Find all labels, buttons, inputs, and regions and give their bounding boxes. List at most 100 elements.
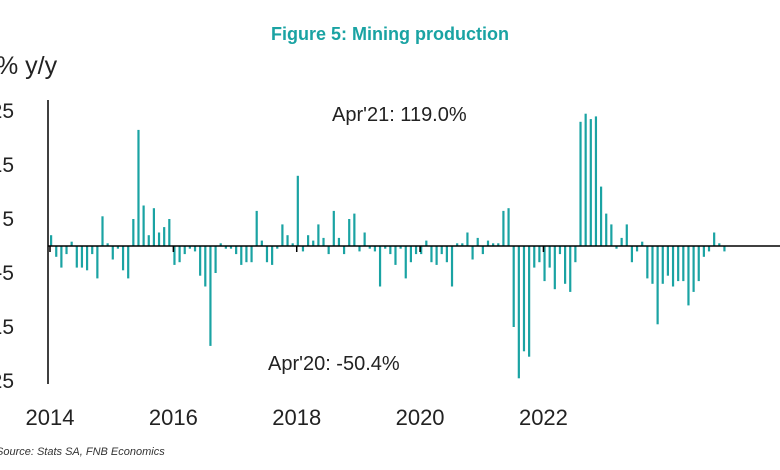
bar — [718, 243, 721, 246]
bar — [671, 246, 675, 287]
bar — [461, 243, 464, 246]
bar — [414, 246, 418, 255]
bar — [132, 219, 135, 246]
bar — [548, 246, 551, 268]
bar — [276, 246, 279, 249]
bar — [594, 116, 598, 247]
bar — [610, 224, 613, 246]
bar — [492, 243, 495, 246]
bar — [502, 210, 505, 246]
y-tick-label: 5 — [2, 208, 14, 231]
bar — [569, 246, 572, 292]
bar — [625, 224, 628, 246]
bar — [445, 246, 448, 263]
bar — [157, 232, 161, 246]
bar — [409, 246, 412, 263]
bar — [229, 246, 233, 249]
bar — [245, 246, 248, 263]
y-tick-label: -25 — [0, 370, 14, 393]
bar — [317, 224, 320, 246]
bar — [476, 237, 479, 246]
bar — [394, 246, 397, 265]
bar — [553, 246, 556, 290]
bar — [430, 246, 433, 263]
y-tick-label: 25 — [0, 100, 14, 123]
bar — [250, 246, 253, 263]
bar — [656, 246, 659, 325]
bar — [682, 246, 685, 282]
bar — [497, 243, 500, 246]
bar — [373, 246, 377, 252]
bar — [697, 246, 700, 282]
bar — [486, 240, 490, 246]
bar — [589, 119, 592, 246]
bar — [404, 246, 407, 279]
bar — [533, 246, 536, 268]
bar — [296, 175, 299, 246]
bar — [528, 246, 531, 357]
bar — [91, 246, 94, 255]
x-tick-label: 2016 — [149, 405, 198, 430]
bar — [564, 246, 567, 284]
bar — [558, 246, 562, 255]
bar — [111, 246, 114, 260]
source-note: Source: Stats SA, FNB Economics — [0, 446, 165, 458]
bar — [512, 246, 515, 327]
x-tick-label: 2018 — [272, 405, 321, 430]
bar — [178, 246, 181, 263]
bar — [224, 246, 227, 249]
bar — [389, 246, 392, 255]
bar — [635, 246, 639, 252]
bar — [646, 246, 649, 279]
bar — [440, 246, 443, 255]
bar — [332, 210, 335, 246]
bar — [450, 246, 454, 287]
bar — [348, 219, 351, 246]
bar — [630, 246, 634, 263]
bar — [661, 246, 664, 284]
bar — [301, 246, 305, 252]
bar — [641, 241, 644, 246]
bar — [55, 246, 58, 257]
bar — [240, 246, 243, 265]
bar — [219, 243, 222, 246]
y-tick-label: -15 — [0, 316, 14, 339]
bar — [70, 241, 73, 246]
bar — [65, 246, 68, 255]
bar — [507, 208, 510, 246]
bar — [101, 216, 104, 246]
bar — [60, 246, 63, 268]
bar — [312, 240, 315, 246]
bar — [353, 213, 356, 246]
bar — [620, 237, 623, 246]
bar — [471, 246, 474, 260]
y-tick-label: 15 — [0, 154, 14, 177]
bar — [342, 246, 346, 255]
bar — [291, 243, 294, 246]
bar — [183, 246, 186, 255]
bar — [599, 186, 603, 246]
bar — [327, 246, 330, 255]
bar — [702, 246, 705, 257]
bar — [281, 224, 284, 246]
bar — [147, 235, 150, 246]
x-tick-label: 2020 — [396, 405, 445, 430]
bar — [522, 246, 526, 352]
bar — [50, 235, 53, 246]
bar — [358, 246, 361, 252]
bar — [127, 246, 130, 279]
bar — [420, 246, 423, 255]
bar — [85, 246, 89, 271]
bar — [666, 246, 669, 276]
bar — [713, 232, 716, 246]
bar — [378, 246, 382, 287]
bar — [307, 235, 310, 246]
bar — [271, 246, 274, 265]
bar — [368, 246, 371, 249]
bar — [384, 246, 387, 249]
bar — [80, 246, 84, 268]
y-tick-label: -5 — [0, 262, 14, 285]
bar — [543, 246, 546, 282]
bar — [173, 246, 176, 265]
bar — [188, 246, 191, 249]
